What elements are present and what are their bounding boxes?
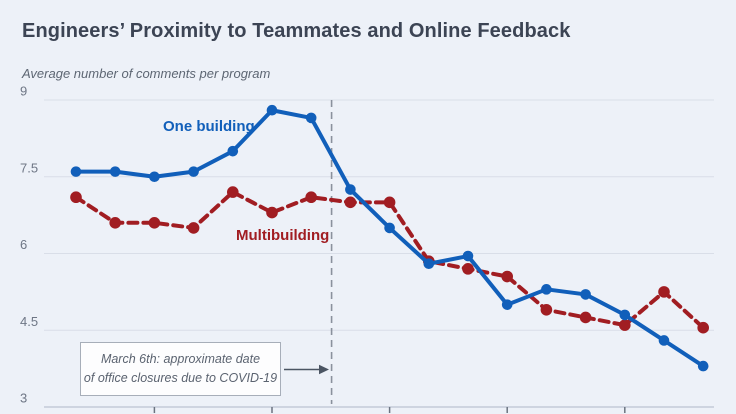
data-point-one-building [188, 166, 199, 177]
data-point-multibuilding [697, 321, 709, 334]
data-point-one-building [384, 222, 395, 234]
y-tick-label: 4.5 [20, 314, 38, 329]
data-point-multibuilding [70, 191, 82, 204]
data-point-one-building [109, 166, 121, 177]
y-tick-label: 7.5 [20, 160, 38, 175]
y-tick-label: 3 [20, 391, 27, 406]
event-annotation-line2: of office closures due to COVID-19 [83, 371, 278, 385]
data-point-one-building [227, 145, 239, 157]
series-line-one-building [74, 108, 706, 369]
chart-subtitle: Average number of comments per program [22, 66, 271, 81]
data-point-one-building [541, 284, 552, 295]
data-point-one-building [345, 184, 356, 195]
data-point-multibuilding [344, 196, 357, 209]
data-point-one-building [658, 335, 670, 346]
data-point-multibuilding [266, 206, 278, 219]
data-point-multibuilding [658, 286, 670, 298]
data-point-one-building [501, 299, 513, 310]
data-point-one-building [697, 360, 709, 372]
data-point-one-building [619, 309, 631, 321]
data-point-multibuilding [187, 222, 200, 234]
data-point-one-building [580, 289, 591, 300]
series-label-multibuilding: Multibuilding [236, 227, 330, 244]
data-point-one-building [70, 166, 82, 177]
data-point-multibuilding [383, 196, 396, 209]
data-point-multibuilding [540, 303, 553, 316]
data-point-multibuilding [579, 311, 592, 324]
data-point-multibuilding [227, 186, 239, 198]
series-label-one-building: One building [163, 118, 255, 135]
event-annotation-box: March 6th: approximate date of office cl… [80, 342, 281, 396]
annotation-arrow-head [319, 364, 329, 375]
data-point-one-building [266, 104, 278, 116]
data-point-one-building [423, 258, 435, 270]
y-tick-label: 9 [20, 84, 27, 99]
data-point-multibuilding [462, 263, 474, 275]
y-tick-label: 6 [20, 237, 27, 252]
data-point-multibuilding [305, 191, 318, 204]
data-point-multibuilding [619, 319, 631, 331]
data-point-one-building [149, 171, 160, 183]
data-point-multibuilding [109, 217, 121, 229]
data-point-multibuilding [148, 217, 161, 229]
data-point-one-building [305, 112, 317, 124]
chart-title: Engineers’ Proximity to Teammates and On… [22, 20, 571, 42]
event-annotation-line1: March 6th: approximate date [100, 352, 261, 367]
data-point-multibuilding [501, 270, 513, 283]
data-point-one-building [462, 250, 474, 262]
